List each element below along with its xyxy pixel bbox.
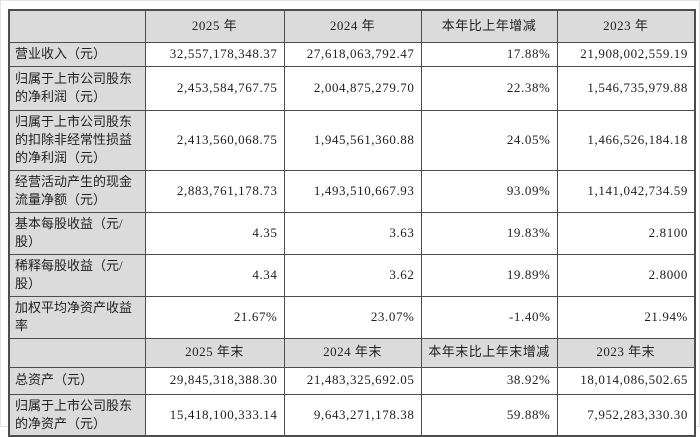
value-2025: 29,845,318,388.30 (144, 366, 285, 395)
row-label: 加权平均净资产收益率 (8, 295, 146, 339)
table-row-operating-cash-flow: 经营活动产生的现金流量净额（元） 2,883,761,178.73 1,493,… (8, 169, 696, 213)
value-2024: 1,945,561,360.88 (283, 109, 422, 171)
header-2023-eoy: 2023 年末 (556, 337, 696, 368)
corner-blank-cell (8, 9, 146, 43)
row-label: 归属于上市公司股东的扣除非经常性损益的净利润（元） (8, 109, 146, 171)
value-change: 22.38% (420, 65, 558, 111)
value-2023: 2.8100 (556, 211, 696, 255)
value-2024: 2,004,875,279.70 (283, 65, 422, 111)
header-2024: 2024 年 (283, 9, 422, 43)
table-row-total-assets: 总资产（元） 29,845,318,388.30 21,483,325,692.… (8, 366, 696, 395)
value-2024: 21,483,325,692.05 (283, 366, 422, 395)
header-2025: 2025 年 (144, 9, 285, 43)
table-row-net-profit-deducted: 归属于上市公司股东的扣除非经常性损益的净利润（元） 2,413,560,068.… (8, 109, 696, 171)
table-row-diluted-eps: 稀释每股收益（元/股） 4.34 3.62 19.89% 2.8000 (8, 253, 696, 297)
financial-summary-table: 2025 年 2024 年 本年比上年增减 2023 年 营业收入（元） 32,… (8, 9, 696, 437)
value-2023: 1,546,735,979.88 (556, 65, 696, 111)
value-2025: 21.67% (144, 295, 285, 339)
header-2025-eoy: 2025 年末 (144, 337, 285, 368)
row-label: 基本每股收益（元/股） (8, 211, 146, 255)
annual-header-row: 2025 年 2024 年 本年比上年增减 2023 年 (8, 9, 696, 43)
value-2023: 18,014,086,502.65 (556, 366, 696, 395)
table-row-net-assets: 归属于上市公司股东的净资产（元） 15,418,100,333.14 9,643… (8, 393, 696, 437)
table-row-net-profit: 归属于上市公司股东的净利润（元） 2,453,584,767.75 2,004,… (8, 65, 696, 111)
value-2024: 9,643,271,178.38 (283, 393, 422, 437)
value-change: 17.88% (420, 41, 558, 67)
header-eoy-change: 本年末比上年末增减 (420, 337, 558, 368)
value-2024: 3.63 (283, 211, 422, 255)
corner-blank-cell (8, 337, 146, 368)
row-label: 经营活动产生的现金流量净额（元） (8, 169, 146, 213)
row-label: 稀释每股收益（元/股） (8, 253, 146, 297)
value-change: 24.05% (420, 109, 558, 171)
value-2025: 2,453,584,767.75 (144, 65, 285, 111)
value-change: 59.88% (420, 393, 558, 437)
value-2023: 1,466,526,184.18 (556, 109, 696, 171)
value-2023: 1,141,042,734.59 (556, 169, 696, 213)
row-label: 归属于上市公司股东的净资产（元） (8, 393, 146, 437)
table-row-weighted-roe: 加权平均净资产收益率 21.67% 23.07% -1.40% 21.94% (8, 295, 696, 339)
header-yoy-change: 本年比上年增减 (420, 9, 558, 43)
table-row-basic-eps: 基本每股收益（元/股） 4.35 3.63 19.83% 2.8100 (8, 211, 696, 255)
row-label: 总资产（元） (8, 366, 146, 395)
value-2024: 27,618,063,792.47 (283, 41, 422, 67)
value-2023: 2.8000 (556, 253, 696, 297)
value-2025: 32,557,178,348.37 (144, 41, 285, 67)
value-2023: 7,952,283,330.30 (556, 393, 696, 437)
header-2024-eoy: 2024 年末 (283, 337, 422, 368)
value-change: 19.83% (420, 211, 558, 255)
value-2025: 2,883,761,178.73 (144, 169, 285, 213)
value-2025: 4.34 (144, 253, 285, 297)
value-2024: 1,493,510,667.93 (283, 169, 422, 213)
value-2025: 15,418,100,333.14 (144, 393, 285, 437)
value-2024: 3.62 (283, 253, 422, 297)
value-change: -1.40% (420, 295, 558, 339)
table-row-revenue: 营业收入（元） 32,557,178,348.37 27,618,063,792… (8, 41, 696, 67)
value-change: 19.89% (420, 253, 558, 297)
row-label: 营业收入（元） (8, 41, 146, 67)
eoy-header-row: 2025 年末 2024 年末 本年末比上年末增减 2023 年末 (8, 337, 696, 368)
value-2023: 21,908,002,559.19 (556, 41, 696, 67)
value-2025: 4.35 (144, 211, 285, 255)
row-label: 归属于上市公司股东的净利润（元） (8, 65, 146, 111)
value-2025: 2,413,560,068.75 (144, 109, 285, 171)
value-2023: 21.94% (556, 295, 696, 339)
value-2024: 23.07% (283, 295, 422, 339)
value-change: 93.09% (420, 169, 558, 213)
value-change: 38.92% (420, 366, 558, 395)
header-2023: 2023 年 (556, 9, 696, 43)
